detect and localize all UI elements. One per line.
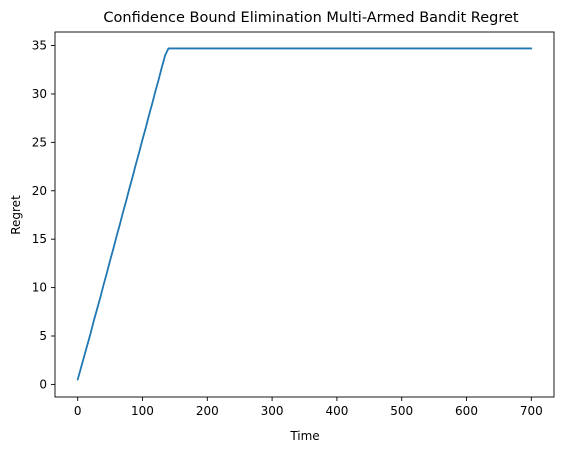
y-axis-ticks: 0 5 10 15 20 25 30 35 [32,39,55,391]
x-tick-label: 400 [325,404,348,418]
y-tick-label: 15 [32,232,47,246]
y-tick-label: 25 [32,135,47,149]
x-tick-label: 700 [520,404,543,418]
y-tick-label: 20 [32,184,47,198]
x-axis-label: Time [289,429,319,443]
y-tick-label: 0 [39,377,47,391]
x-tick-label: 500 [390,404,413,418]
y-tick-label: 5 [39,329,47,343]
y-tick-label: 30 [32,87,47,101]
x-tick-label: 300 [261,404,284,418]
x-tick-label: 0 [74,404,82,418]
chart-title: Confidence Bound Elimination Multi-Armed… [103,10,518,26]
axes-frame [54,31,555,398]
x-axis-ticks: 0 100 200 300 400 500 600 700 [74,397,543,418]
x-tick-label: 600 [455,404,478,418]
plot-area [54,31,555,398]
y-tick-label: 10 [32,281,47,295]
y-axis-label: Regret [9,195,23,235]
y-tick-label: 35 [32,39,47,53]
x-tick-label: 100 [131,404,154,418]
regret-series-line [76,47,533,381]
x-tick-label: 200 [196,404,219,418]
